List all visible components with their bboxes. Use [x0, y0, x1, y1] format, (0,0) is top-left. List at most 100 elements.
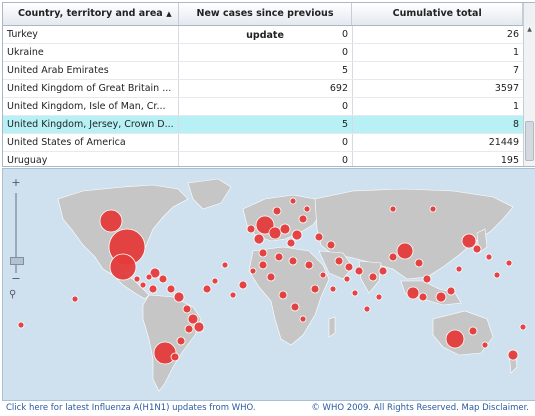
- table-row[interactable]: United Kingdom, Jersey, Crown D... 5 8: [3, 116, 535, 134]
- case-marker[interactable]: [455, 265, 463, 273]
- table-scrollbar[interactable]: ▲: [523, 25, 535, 166]
- case-marker[interactable]: [298, 214, 308, 224]
- case-marker[interactable]: [326, 240, 336, 250]
- case-marker[interactable]: [414, 258, 424, 268]
- case-marker[interactable]: [258, 260, 268, 270]
- case-marker[interactable]: [368, 272, 378, 282]
- case-marker[interactable]: [229, 291, 237, 299]
- case-marker[interactable]: [184, 324, 194, 334]
- table-row[interactable]: Uruguay 0 195: [3, 152, 535, 166]
- case-marker[interactable]: [422, 274, 432, 284]
- case-marker[interactable]: [329, 285, 337, 293]
- case-marker[interactable]: [468, 326, 478, 336]
- case-marker[interactable]: [519, 323, 527, 331]
- table-row[interactable]: United Kingdom, Isle of Man, Cr... 0 1: [3, 98, 535, 116]
- scroll-up-arrow-icon[interactable]: ▲: [527, 26, 532, 33]
- who-updates-link[interactable]: Click here for latest Influenza A(H1N1) …: [6, 403, 256, 413]
- zoom-slider-track[interactable]: [15, 193, 17, 273]
- case-marker[interactable]: [505, 259, 513, 267]
- table-row[interactable]: United Arab Emirates 5 7: [3, 62, 535, 80]
- case-marker[interactable]: [507, 349, 519, 361]
- case-marker[interactable]: [290, 302, 300, 312]
- case-marker[interactable]: [303, 205, 311, 213]
- case-marker[interactable]: [396, 242, 414, 260]
- case-marker[interactable]: [314, 232, 324, 242]
- case-marker[interactable]: [435, 291, 447, 303]
- case-marker[interactable]: [485, 253, 493, 261]
- case-marker[interactable]: [304, 260, 314, 270]
- case-marker[interactable]: [193, 321, 205, 333]
- case-marker[interactable]: [343, 275, 351, 283]
- case-marker[interactable]: [166, 284, 176, 294]
- case-marker[interactable]: [238, 280, 248, 290]
- case-marker[interactable]: [182, 304, 192, 314]
- case-marker[interactable]: [375, 293, 383, 301]
- case-marker[interactable]: [446, 286, 456, 296]
- case-marker[interactable]: [71, 295, 79, 303]
- case-marker[interactable]: [461, 233, 477, 249]
- column-header-cumulative[interactable]: Cumulative total: [352, 3, 524, 25]
- case-marker[interactable]: [418, 292, 428, 302]
- case-marker[interactable]: [148, 284, 158, 294]
- case-marker[interactable]: [211, 277, 219, 285]
- column-header-country[interactable]: Country, territory and area ▲: [3, 3, 179, 25]
- case-marker[interactable]: [278, 290, 288, 300]
- case-marker[interactable]: [354, 266, 364, 276]
- pan-icon[interactable]: ⚲: [9, 289, 17, 300]
- case-marker[interactable]: [109, 253, 137, 281]
- case-marker[interactable]: [255, 215, 275, 235]
- case-marker[interactable]: [173, 291, 185, 303]
- case-marker[interactable]: [272, 206, 282, 216]
- case-marker[interactable]: [187, 313, 199, 325]
- case-marker[interactable]: [344, 262, 354, 272]
- case-marker[interactable]: [133, 275, 141, 283]
- case-marker[interactable]: [149, 267, 161, 279]
- case-marker[interactable]: [299, 315, 307, 323]
- case-marker[interactable]: [289, 197, 297, 205]
- case-marker[interactable]: [493, 271, 501, 279]
- case-marker[interactable]: [268, 226, 282, 240]
- case-marker[interactable]: [145, 273, 153, 281]
- case-marker[interactable]: [445, 329, 465, 349]
- table-row[interactable]: United States of America 0 21449: [3, 134, 535, 152]
- column-header-new-cases[interactable]: New cases since previous update: [179, 3, 353, 41]
- world-map[interactable]: + − ⚲: [2, 168, 535, 401]
- case-marker[interactable]: [17, 321, 25, 329]
- table-row[interactable]: Ukraine 0 1: [3, 44, 535, 62]
- case-marker[interactable]: [202, 284, 212, 294]
- map-canvas[interactable]: [3, 169, 535, 400]
- case-marker[interactable]: [246, 224, 256, 234]
- case-marker[interactable]: [266, 272, 276, 282]
- zoom-in-button[interactable]: +: [11, 176, 21, 189]
- case-marker[interactable]: [351, 289, 359, 297]
- case-marker[interactable]: [170, 352, 180, 362]
- case-marker[interactable]: [176, 336, 186, 346]
- case-marker[interactable]: [429, 205, 437, 213]
- zoom-slider-knob[interactable]: [10, 257, 24, 265]
- case-marker[interactable]: [274, 252, 284, 262]
- case-marker[interactable]: [139, 281, 147, 289]
- scrollbar-thumb[interactable]: [525, 121, 534, 161]
- case-marker[interactable]: [291, 229, 303, 241]
- case-marker[interactable]: [286, 238, 296, 248]
- case-marker[interactable]: [334, 256, 344, 266]
- case-marker[interactable]: [389, 205, 397, 213]
- case-marker[interactable]: [472, 244, 482, 254]
- case-marker[interactable]: [221, 261, 229, 269]
- case-marker[interactable]: [288, 256, 298, 266]
- zoom-out-button[interactable]: −: [11, 272, 21, 285]
- case-marker[interactable]: [99, 209, 123, 233]
- copyright-disclaimer[interactable]: © WHO 2009. All Rights Reserved. Map Dis…: [311, 403, 529, 413]
- case-marker[interactable]: [319, 271, 327, 279]
- case-marker[interactable]: [388, 252, 398, 262]
- table-row[interactable]: United Kingdom of Great Britain ... 692 35…: [3, 80, 535, 98]
- case-marker[interactable]: [279, 223, 291, 235]
- case-marker[interactable]: [158, 274, 168, 284]
- case-marker[interactable]: [363, 305, 371, 313]
- case-marker[interactable]: [406, 286, 420, 300]
- case-marker[interactable]: [481, 341, 489, 349]
- case-marker[interactable]: [249, 267, 257, 275]
- case-marker[interactable]: [253, 233, 265, 245]
- case-marker[interactable]: [310, 284, 320, 294]
- case-marker[interactable]: [258, 248, 268, 258]
